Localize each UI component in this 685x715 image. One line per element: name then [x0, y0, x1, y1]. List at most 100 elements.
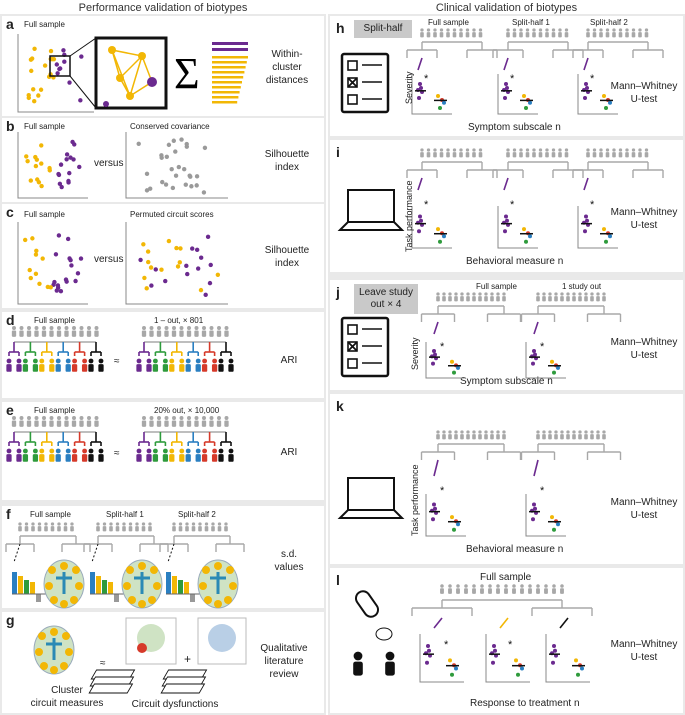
laptop-icon	[337, 221, 405, 231]
split-half-tag: Split-half	[354, 20, 412, 38]
checkbox-icon	[347, 60, 358, 71]
person-icon	[564, 28, 569, 32]
person-icon	[96, 522, 100, 526]
person-icon	[590, 430, 594, 434]
person-icon	[218, 454, 224, 462]
person-icon	[436, 430, 440, 434]
scatter-dot	[79, 54, 84, 59]
person-icon	[185, 448, 191, 454]
person-icon	[18, 526, 22, 532]
laptop-icon	[347, 477, 395, 511]
data-dot	[533, 352, 537, 357]
panel-e: e Full sample 20% out, × 10,000 ≈ ARI	[2, 402, 324, 500]
person-icon	[602, 296, 606, 302]
dendrogram-link	[417, 57, 423, 71]
data-dot	[450, 359, 454, 364]
person-icon	[638, 152, 642, 158]
person-icon	[164, 330, 169, 337]
person-icon	[71, 364, 78, 372]
panel-label: l	[336, 572, 340, 588]
scatter-dot	[148, 265, 154, 270]
brain-node	[60, 562, 68, 570]
person-icon	[552, 588, 556, 594]
person-icon	[218, 364, 224, 372]
person-icon	[178, 522, 183, 526]
person-icon	[536, 584, 540, 588]
person-icon	[560, 584, 564, 588]
scatter-dot	[178, 246, 183, 251]
data-dot	[504, 214, 508, 219]
person-icon	[148, 526, 152, 532]
person-icon	[179, 416, 184, 420]
person-icon	[440, 584, 444, 588]
checkbox-icon	[347, 324, 358, 335]
data-dot	[504, 82, 508, 86]
document-icon	[88, 683, 134, 694]
dendrogram-link	[583, 177, 589, 191]
brain-icon	[46, 638, 62, 660]
test-text: Mann–Whitney U-test	[610, 81, 678, 105]
person-icon	[109, 526, 113, 532]
person-icon	[545, 148, 549, 152]
scatter-dot	[55, 71, 60, 76]
data-dot	[584, 214, 588, 219]
caption: Full sample	[476, 282, 517, 291]
data-dot	[514, 658, 518, 663]
person-icon	[49, 448, 55, 454]
person-icon	[472, 296, 476, 302]
x-axis-label: Behavioral measure n	[466, 256, 564, 267]
person-icon	[57, 522, 61, 526]
person-icon	[572, 430, 576, 434]
person-icon	[195, 454, 201, 462]
person-icon	[420, 148, 424, 152]
person-icon	[488, 588, 492, 594]
person-icon	[484, 296, 488, 302]
person-icon	[50, 526, 55, 532]
person-icon	[433, 148, 437, 152]
panel-d-graphic	[6, 326, 234, 372]
person-icon	[49, 454, 55, 462]
data-dot	[585, 218, 589, 223]
person-icon	[466, 296, 470, 302]
person-icon	[44, 526, 48, 532]
scatter-dot	[31, 87, 36, 92]
x-axis-label: Symptom subscale n	[468, 122, 561, 133]
person-icon	[459, 148, 463, 152]
brain-node	[62, 632, 70, 640]
person-icon	[502, 434, 506, 440]
data-dot	[505, 218, 509, 223]
data-dot	[425, 660, 429, 665]
person-icon	[22, 358, 28, 364]
data-dot	[583, 229, 587, 234]
person-icon	[512, 152, 517, 158]
person-icon	[55, 358, 61, 364]
approx-symbol: ≈	[114, 356, 120, 367]
scatter-dot	[136, 141, 141, 146]
caption: Full sample	[24, 122, 65, 131]
person-icon	[63, 526, 68, 532]
person-icon	[465, 32, 470, 38]
person-icon	[592, 32, 597, 38]
scatter-dot	[190, 246, 195, 251]
scatter-dot	[189, 184, 194, 189]
person-icon	[496, 292, 500, 296]
test-text: Mann–Whitney U-test	[610, 207, 678, 231]
brain-icon	[210, 572, 226, 594]
person-icon	[94, 330, 99, 337]
data-dot	[516, 672, 520, 677]
data-dot	[574, 658, 578, 663]
metric-text: Qualitative literature review	[260, 643, 308, 680]
person-icon	[631, 148, 636, 152]
data-dot	[419, 218, 423, 223]
checkbox-icon	[347, 77, 358, 88]
person-icon	[542, 292, 546, 296]
data-dot	[576, 672, 580, 677]
person-icon	[209, 416, 214, 420]
data-dot	[522, 227, 526, 232]
caption: Conserved covariance	[130, 122, 210, 131]
person-icon	[480, 584, 484, 588]
scatter-dot	[184, 144, 190, 149]
person-icon	[631, 32, 636, 38]
approx-symbol: ≈	[114, 448, 120, 459]
scatter-dot	[32, 98, 37, 104]
